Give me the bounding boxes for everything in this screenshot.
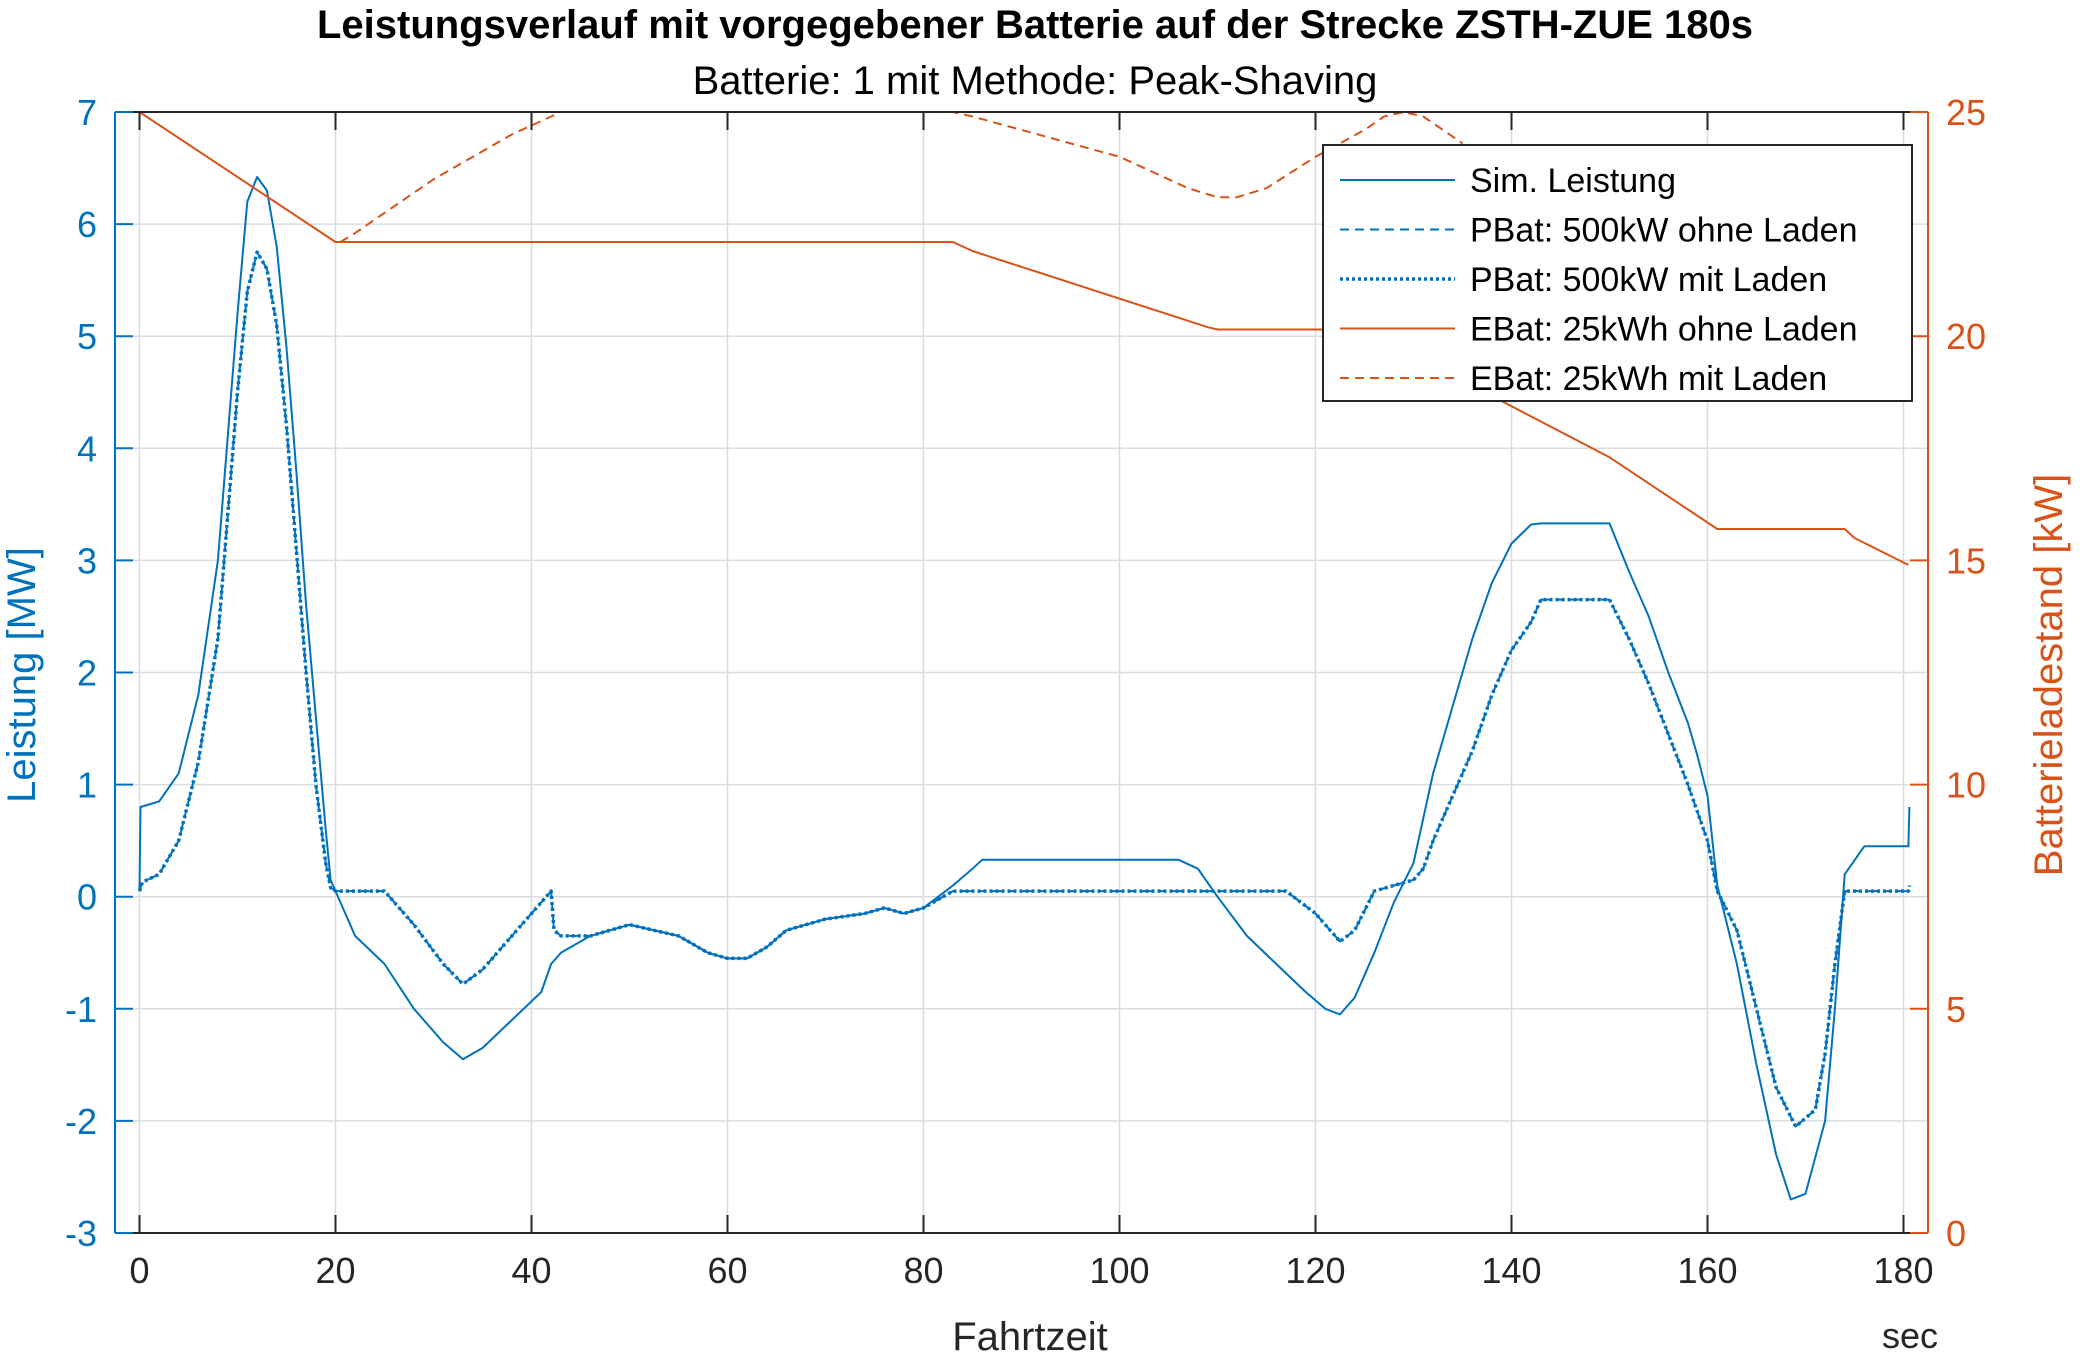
legend-label-1: Sim. Leistung <box>1470 162 1676 200</box>
legend: Sim. Leistung PBat: 500kW ohne Laden PBat:… <box>1322 144 1913 402</box>
x-tick-label: 0 <box>129 1250 149 1291</box>
x-tick-label: 20 <box>315 1250 355 1291</box>
chart-title: Leistungsverlauf mit vorgegebener Batter… <box>317 3 1753 47</box>
y-left-tick-label: -3 <box>65 1213 97 1254</box>
y-right-tick-label: 25 <box>1946 92 1986 133</box>
chart-subtitle: Batterie: 1 mit Methode: Peak-Shaving <box>693 59 1378 103</box>
y-left-tick-label: 0 <box>77 877 97 918</box>
y-right-tick-label: 5 <box>1946 989 1966 1030</box>
y-axis-left-label: Leistung [MW] <box>0 547 44 803</box>
y-left-tick-label: 6 <box>77 204 97 245</box>
legend-label-5: EBat: 25kWh mit Laden <box>1470 360 1827 398</box>
series-line-1 <box>138 176 1911 1201</box>
series-line-4 <box>138 111 1909 566</box>
y-left-tick-label: -2 <box>65 1101 97 1142</box>
legend-box <box>1322 144 1913 402</box>
x-tick-label: 160 <box>1677 1250 1737 1291</box>
y-left-tick-label: 2 <box>77 653 97 694</box>
legend-label-2: PBat: 500kW ohne Laden <box>1470 212 1858 250</box>
y-left-tick-label: 1 <box>77 765 97 806</box>
x-tick-label: 40 <box>511 1250 551 1291</box>
x-tick-label: 140 <box>1481 1250 1541 1291</box>
y-left-tick-label: 4 <box>77 428 97 469</box>
ticks: 0 20 40 60 80 100 120 140 160 180 -3 -2 -1 0 1 2 3 4 5 6 7 0 5… <box>65 92 1986 1291</box>
series-line-3 <box>137 250 1912 1129</box>
x-tick-label: 80 <box>903 1250 943 1291</box>
y-left-tick-label: -1 <box>65 989 97 1030</box>
y-left-tick-label: 7 <box>77 92 97 133</box>
x-tick-label: 60 <box>707 1250 747 1291</box>
legend-label-4: EBat: 25kWh ohne Laden <box>1470 311 1858 349</box>
y-axis-right-label: Batterieladestand [kW] <box>2027 474 2071 876</box>
y-right-tick-label: 0 <box>1946 1213 1966 1254</box>
x-tick-label: 180 <box>1873 1250 1933 1291</box>
y-left-tick-label: 3 <box>77 540 97 581</box>
y-right-tick-label: 10 <box>1946 765 1986 806</box>
x-axis-unit: sec <box>1882 1315 1938 1356</box>
y-right-tick-label: 20 <box>1946 316 1986 357</box>
x-tick-label: 120 <box>1285 1250 1345 1291</box>
x-axis-label: Fahrtzeit <box>952 1315 1108 1356</box>
x-tick-label: 100 <box>1089 1250 1149 1291</box>
y-left-tick-label: 5 <box>77 316 97 357</box>
y-right-tick-label: 15 <box>1946 540 1986 581</box>
legend-label-3: PBat: 500kW mit Laden <box>1470 261 1827 299</box>
